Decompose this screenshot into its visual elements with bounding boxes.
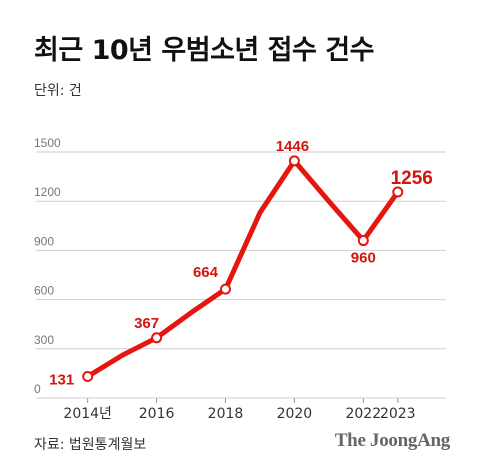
y-tick-label: 600 (34, 284, 54, 298)
x-tick-label: 2022 (345, 406, 381, 422)
y-tick-label: 900 (34, 234, 54, 248)
data-label: 960 (351, 250, 376, 267)
data-label: 1446 (276, 138, 309, 155)
data-labels: 131 367 664 1446 960 1256 (49, 138, 433, 389)
y-tick-label: 0 (34, 382, 41, 396)
x-tick-label: 2014년 (63, 406, 112, 422)
x-tick-label: 2023 (380, 406, 416, 422)
source-label: 자료: 법원통계월보 (34, 437, 147, 453)
y-tick-label: 1200 (34, 185, 61, 199)
data-points (82, 155, 404, 383)
x-tick-label: 2018 (208, 406, 244, 422)
series-line-path (85, 158, 401, 380)
y-axis-ticks: 0 300 600 900 1200 1500 (34, 136, 61, 396)
y-tick-label: 300 (34, 333, 54, 347)
unit-label: 단위: 건 (34, 83, 82, 99)
x-tick-label: 2016 (139, 406, 175, 422)
data-point (219, 283, 231, 295)
data-label: 131 (49, 372, 74, 389)
chart-title: 최근 10년 우범소년 접수 건수 (34, 35, 374, 66)
data-label: 664 (193, 264, 219, 281)
data-point (151, 332, 163, 344)
data-point (288, 155, 300, 167)
gridlines (36, 151, 446, 399)
data-point (392, 186, 404, 198)
data-point (357, 235, 369, 247)
series-line (85, 158, 401, 380)
data-label: 1256 (391, 168, 433, 189)
data-label: 367 (134, 315, 159, 332)
y-tick-label: 1500 (34, 136, 61, 150)
x-tick-label: 2020 (277, 406, 313, 422)
data-point (82, 371, 94, 383)
brand-logo: The JoongAng (334, 430, 450, 451)
